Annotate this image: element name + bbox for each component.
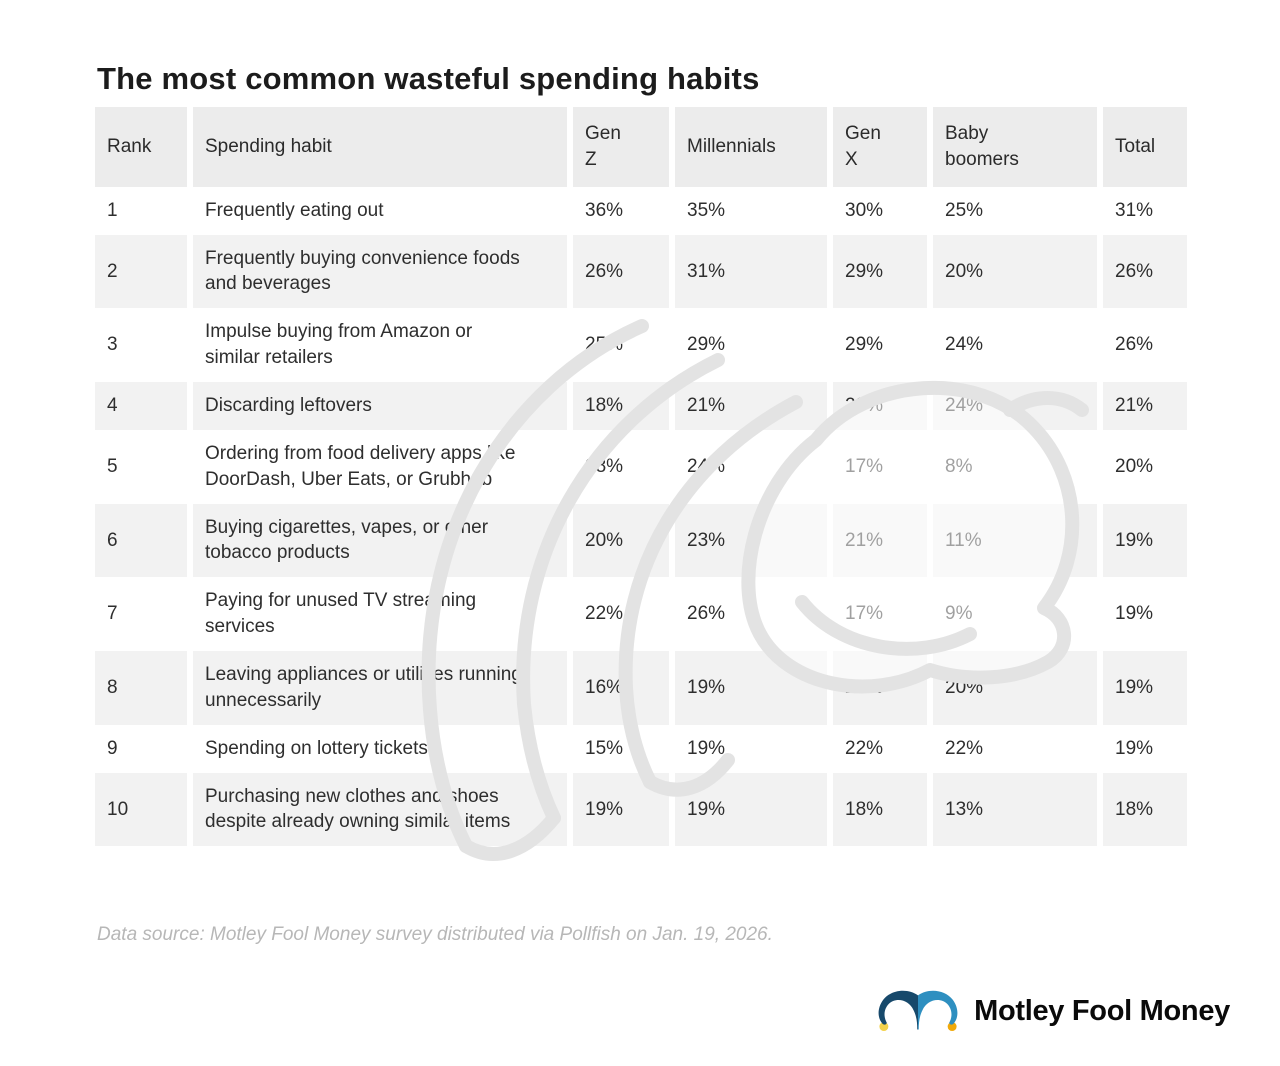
millennials-value-cell: 19% <box>675 650 827 725</box>
baby-boomers-value-cell: 20% <box>933 234 1097 309</box>
header-rank: Rank <box>95 107 187 187</box>
habit-cell: Buying cigarettes, vapes, or other tobac… <box>193 503 567 578</box>
gen-x-value-cell: 21% <box>833 503 927 578</box>
table-row: 6 Buying cigarettes, vapes, or other tob… <box>95 503 1187 578</box>
habit-cell: Purchasing new clothes and shoes despite… <box>193 772 567 847</box>
table-row: 7 Paying for unused TV streaming service… <box>95 577 1187 651</box>
table-row: 10 Purchasing new clothes and shoes desp… <box>95 772 1187 847</box>
millennials-value-cell: 19% <box>675 772 827 847</box>
habit-cell: Discarding leftovers <box>193 381 567 430</box>
baby-boomers-value-cell: 22% <box>945 737 984 759</box>
motley-fool-money-logo: Motley Fool Money <box>872 988 1230 1034</box>
rank-cell: 8 <box>95 650 187 725</box>
habit-cell: Spending on lottery tickets <box>205 737 428 759</box>
millennials-value-cell: 35% <box>687 199 726 221</box>
total-value-cell: 18% <box>1103 772 1187 847</box>
table-row: 3 Impulse buying from Amazon or similar … <box>95 308 1187 382</box>
left-bell <box>879 1022 889 1032</box>
baby-boomers-value-cell: 13% <box>933 772 1097 847</box>
gen-x-value-cell: 17% <box>845 455 884 477</box>
jester-hat-icon <box>878 990 958 1032</box>
gen-z-value-cell: 26% <box>573 234 669 309</box>
habit-cell: Paying for unused TV streaming services <box>205 590 477 638</box>
baby-boomers-value-cell: 24% <box>945 334 984 356</box>
gen-x-value-cell: 30% <box>845 199 884 221</box>
millennials-value-cell: 31% <box>675 234 827 309</box>
gen-z-value-cell: 25% <box>585 334 624 356</box>
gen-z-value-cell: 20% <box>573 503 669 578</box>
millennials-value-cell: 21% <box>675 381 827 430</box>
data-source-note: Data source: Motley Fool Money survey di… <box>97 924 773 945</box>
habit-cell: Leaving appliances or utilities running … <box>193 650 567 725</box>
total-value-cell: 20% <box>1115 455 1154 477</box>
gen-x-value-cell: 29% <box>833 234 927 309</box>
gen-z-value-cell: 16% <box>573 650 669 725</box>
gen-x-value-cell: 23% <box>833 381 927 430</box>
habit-cell: Ordering from food delivery apps like Do… <box>205 442 516 490</box>
header-gen-z: Gen Z <box>573 107 669 187</box>
habit-cell: Frequently eating out <box>205 199 384 221</box>
table-row: 1 Frequently eating out 36% 35% 30% 25% … <box>95 187 1187 235</box>
gen-z-value-cell: 28% <box>585 455 624 477</box>
rank-cell: 2 <box>95 234 187 309</box>
habit-cell: Frequently buying convenience foods and … <box>193 234 567 309</box>
gen-x-value-cell: 20% <box>833 650 927 725</box>
spending-habits-table: Rank Spending habit Gen Z Millennials Ge… <box>95 107 1187 847</box>
total-value-cell: 26% <box>1115 334 1154 356</box>
gen-x-value-cell: 17% <box>845 603 884 625</box>
rank-cell: 6 <box>95 503 187 578</box>
logo-text: Motley Fool Money <box>974 994 1230 1027</box>
baby-boomers-value-cell: 8% <box>945 455 973 477</box>
header-total: Total <box>1103 107 1187 187</box>
gen-x-value-cell: 22% <box>845 737 884 759</box>
total-value-cell: 21% <box>1103 381 1187 430</box>
table-row: 8 Leaving appliances or utilities runnin… <box>95 650 1187 725</box>
header-spending-habit: Spending habit <box>193 107 567 187</box>
total-value-cell: 19% <box>1115 737 1154 759</box>
table-row: 2 Frequently buying convenience foods an… <box>95 234 1187 309</box>
table-header-row: Rank Spending habit Gen Z Millennials Ge… <box>95 107 1187 187</box>
millennials-value-cell: 23% <box>675 503 827 578</box>
header-gen-x: Gen X <box>833 107 927 187</box>
header-baby-boomers: Baby boomers <box>933 107 1097 187</box>
gen-z-value-cell: 15% <box>585 737 624 759</box>
rank-cell: 1 <box>107 199 118 221</box>
table-row: 5 Ordering from food delivery apps like … <box>95 430 1187 504</box>
rank-cell: 10 <box>95 772 187 847</box>
rank-cell: 4 <box>95 381 187 430</box>
baby-boomers-value-cell: 20% <box>933 650 1097 725</box>
gen-z-value-cell: 36% <box>585 199 624 221</box>
habit-cell: Impulse buying from Amazon or similar re… <box>205 321 473 369</box>
millennials-value-cell: 26% <box>687 603 726 625</box>
page-title: The most common wasteful spending habits <box>97 60 760 96</box>
gen-z-value-cell: 18% <box>573 381 669 430</box>
baby-boomers-value-cell: 9% <box>945 603 973 625</box>
total-value-cell: 19% <box>1103 503 1187 578</box>
baby-boomers-value-cell: 25% <box>945 199 984 221</box>
millennials-value-cell: 19% <box>687 737 726 759</box>
table-row: 4 Discarding leftovers 18% 21% 23% 24% 2… <box>95 381 1187 430</box>
gen-z-value-cell: 19% <box>573 772 669 847</box>
millennials-value-cell: 29% <box>687 334 726 356</box>
table-row: 9 Spending on lottery tickets 15% 19% 22… <box>95 725 1187 773</box>
rank-cell: 7 <box>107 603 118 625</box>
rank-cell: 9 <box>107 737 118 759</box>
right-bell <box>947 1022 957 1032</box>
rank-cell: 5 <box>107 455 118 477</box>
total-value-cell: 19% <box>1103 650 1187 725</box>
baby-boomers-value-cell: 24% <box>933 381 1097 430</box>
gen-x-value-cell: 18% <box>833 772 927 847</box>
millennials-value-cell: 24% <box>687 455 726 477</box>
table-body: 1 Frequently eating out 36% 35% 30% 25% … <box>95 187 1187 847</box>
total-value-cell: 31% <box>1115 199 1154 221</box>
total-value-cell: 26% <box>1103 234 1187 309</box>
gen-z-value-cell: 22% <box>585 603 624 625</box>
rank-cell: 3 <box>107 334 118 356</box>
header-millennials: Millennials <box>675 107 827 187</box>
baby-boomers-value-cell: 11% <box>933 503 1097 578</box>
total-value-cell: 19% <box>1115 603 1154 625</box>
gen-x-value-cell: 29% <box>845 334 884 356</box>
